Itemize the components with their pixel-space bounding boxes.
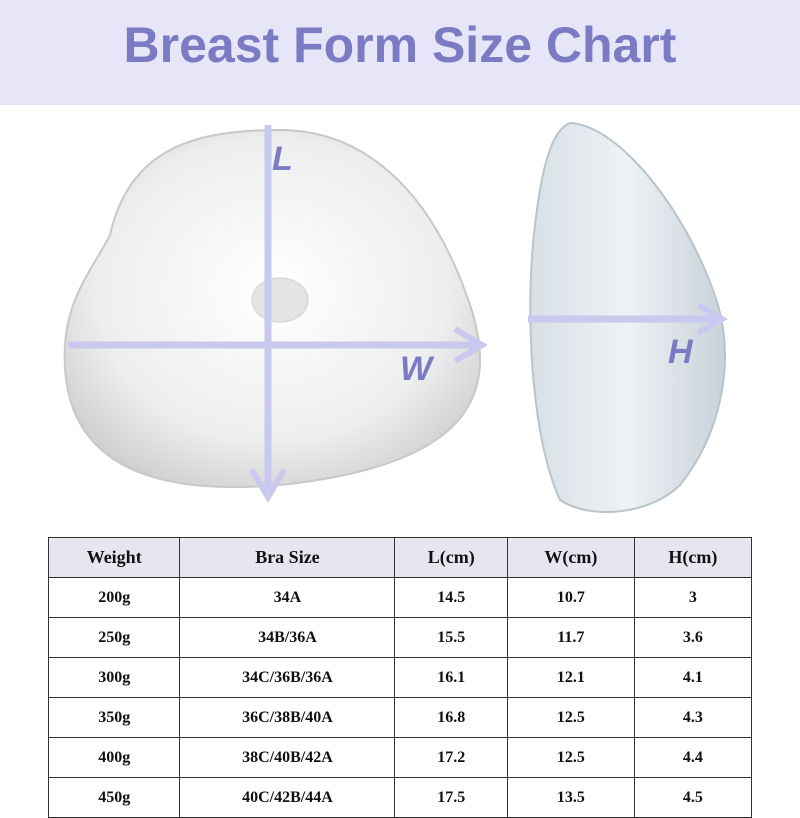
cell: 12.5 (507, 737, 635, 778)
cell: L(cm) (394, 537, 509, 578)
cell: 17.5 (394, 777, 509, 818)
cell: 34B/36A (179, 617, 396, 658)
header-row: Weight Bra Size L(cm) W(cm) H(cm) (47, 537, 753, 578)
cell: 200g (47, 577, 181, 618)
h-arrowhead (696, 302, 728, 336)
cell: 400g (47, 737, 181, 778)
cell: 12.1 (507, 657, 635, 698)
cell: 16.8 (394, 697, 509, 738)
product-diagram: L W H (63, 121, 728, 513)
row: 250g 34B/36A 15.5 11.7 3.6 (47, 617, 753, 658)
cell: 300g (47, 657, 181, 698)
cell: 34A (179, 577, 396, 618)
cell: W(cm) (507, 537, 635, 578)
cell: Bra Size (179, 537, 396, 578)
l-arrowhead (249, 468, 287, 503)
cell: 3.6 (633, 617, 753, 658)
cell: 11.7 (507, 617, 635, 658)
cell: 36C/38B/40A (179, 697, 396, 738)
cell: 34C/36B/36A (179, 657, 396, 698)
cell: 38C/40B/42A (179, 737, 396, 778)
cell: H(cm) (633, 537, 753, 578)
cell: 15.5 (394, 617, 509, 658)
cell: 4.5 (633, 777, 753, 818)
cell: 16.1 (394, 657, 509, 698)
cell: 4.4 (633, 737, 753, 778)
w-label: W (400, 350, 435, 388)
cell: 450g (47, 777, 181, 818)
row: 400g 38C/40B/42A 17.2 12.5 4.4 (47, 737, 753, 778)
row: 200g 34A 14.5 10.7 3 (47, 577, 753, 618)
size-table: Weight Bra Size L(cm) W(cm) H(cm) 200g 34A 14.5… (47, 537, 753, 818)
cell: 14.5 (394, 577, 509, 618)
title: Breast Form Size Chart (123, 17, 677, 73)
row: 450g 40C/42B/44A 17.5 13.5 4.5 (47, 777, 753, 818)
title-band (0, 0, 800, 105)
cell: 350g (47, 697, 181, 738)
nipple (251, 277, 309, 323)
cell: 4.3 (633, 697, 753, 738)
row: 350g 36C/38B/40A 16.8 12.5 4.3 (47, 697, 753, 738)
cell: 13.5 (507, 777, 635, 818)
h-label: H (668, 333, 694, 371)
cell: Weight (47, 537, 181, 578)
l-label: L (272, 140, 293, 178)
cell: 40C/42B/44A (179, 777, 396, 818)
cell: 250g (47, 617, 181, 658)
cell: 17.2 (394, 737, 509, 778)
cell: 4.1 (633, 657, 753, 698)
w-arrowhead (453, 326, 488, 364)
cell: 3 (633, 577, 753, 618)
cell: 10.7 (507, 577, 635, 618)
row: 300g 34C/36B/36A 16.1 12.1 4.1 (47, 657, 753, 698)
cell: 12.5 (507, 697, 635, 738)
